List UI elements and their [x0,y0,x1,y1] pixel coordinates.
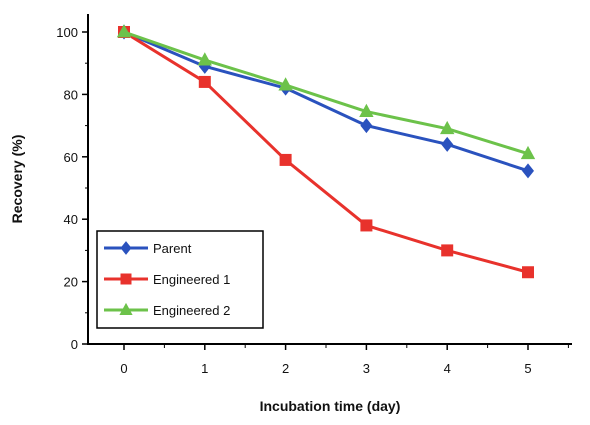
data-point-engineered-1-1 [198,75,211,88]
legend-marker-engineered-1 [120,273,132,285]
x-tick-label-2: 2 [282,361,289,376]
y-tick-label-100: 100 [56,25,78,40]
series-line-engineered-1 [123,30,529,274]
legend-marker-parent [120,241,132,255]
legend: Parent Engineered 1 Engineered 2 [96,230,264,329]
x-tick-label-5: 5 [524,361,531,376]
y-tick-label-40: 40 [64,212,78,227]
legend-label-parent: Parent [153,241,192,256]
series-line-engineered-2 [123,30,529,156]
axes-layer: 0 20 40 60 80 100 0 1 2 3 4 5 [56,14,572,376]
y-tick-label-20: 20 [64,275,78,290]
data-point-parent-5 [522,163,534,179]
y-axis-title: Recovery (%) [9,135,25,224]
x-axis-title: Incubation time (day) [260,398,401,414]
legend-label-engineered-2: Engineered 2 [153,303,230,318]
data-point-engineered-2-2 [278,77,293,91]
data-point-engineered-1-4 [441,244,454,257]
data-point-engineered-1-5 [522,266,534,279]
data-point-engineered-2-4 [440,120,455,135]
x-tick-label-3: 3 [363,361,370,376]
data-point-engineered-2-1 [197,52,212,66]
data-point-parent-4 [441,136,454,152]
y-tick-label-60: 60 [64,150,78,165]
y-tick-label-0: 0 [71,337,78,352]
x-tick-label-4: 4 [444,361,451,376]
legend-label-engineered-1: Engineered 1 [153,272,230,287]
series-line-parent [123,30,529,173]
data-point-engineered-2-3 [359,103,374,117]
x-tick-label-1: 1 [201,361,208,376]
data-point-engineered-2-5 [520,145,536,160]
series-layer [116,24,536,279]
series-parent [118,24,534,179]
series-engineered-2 [116,24,536,160]
data-point-engineered-1-2 [279,153,292,166]
y-tick-label-80: 80 [64,87,78,102]
data-point-parent-3 [360,118,373,134]
x-tick-label-0: 0 [120,361,127,376]
legend-marker-engineered-2 [119,302,133,315]
data-point-engineered-1-3 [360,219,373,232]
data-point-engineered-2-0 [116,24,132,38]
